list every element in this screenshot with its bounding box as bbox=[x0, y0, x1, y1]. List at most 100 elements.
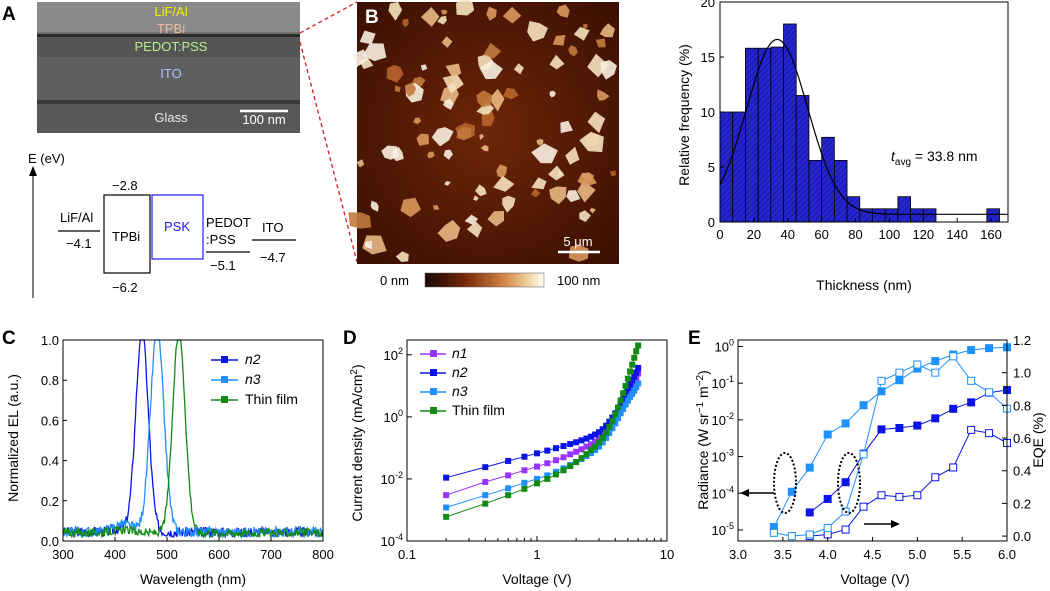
d-point bbox=[552, 445, 559, 452]
hist-xtick-label: 100 bbox=[879, 227, 901, 242]
d-legend-marker bbox=[430, 369, 437, 376]
d-point bbox=[505, 485, 512, 492]
e-point bbox=[841, 525, 850, 534]
d-point bbox=[534, 450, 540, 457]
afm-flake bbox=[420, 7, 440, 27]
d-point bbox=[615, 415, 622, 422]
e-point bbox=[841, 419, 850, 428]
sem-layer-pedot: PEDOT:PSS bbox=[135, 39, 208, 54]
d-point bbox=[609, 414, 616, 421]
hist-bar bbox=[808, 159, 823, 223]
c-series-line bbox=[62, 339, 324, 540]
afm-flake bbox=[388, 1, 403, 21]
d-point bbox=[629, 377, 636, 384]
afm-flake bbox=[531, 188, 541, 198]
d-point bbox=[596, 435, 603, 442]
afm-flake bbox=[479, 60, 503, 80]
hist-ytick-label: 10 bbox=[701, 105, 715, 120]
d-point bbox=[552, 471, 559, 478]
e-ellipse-left bbox=[773, 452, 797, 514]
hist-ytick-label: 15 bbox=[701, 50, 715, 65]
e-ytick-right-label: 1.2 bbox=[1013, 333, 1031, 348]
d-point bbox=[603, 434, 610, 441]
e-xtick-label: 3.0 bbox=[729, 547, 747, 562]
e-xtick-label: 5.5 bbox=[953, 547, 971, 562]
hist-bar bbox=[833, 159, 848, 223]
e-point bbox=[895, 376, 904, 385]
d-point bbox=[534, 480, 540, 487]
afm-flake bbox=[536, 138, 544, 146]
d-point bbox=[627, 368, 634, 375]
level-pedot-value: −5.1 bbox=[210, 258, 236, 273]
afm-flake bbox=[402, 18, 409, 28]
afm-flake bbox=[437, 15, 447, 25]
d-xtick-label: 1 bbox=[533, 547, 540, 562]
afm-flake bbox=[549, 54, 565, 70]
arrow-up-icon bbox=[29, 166, 37, 176]
level-ito-value: −4.7 bbox=[260, 250, 286, 265]
d-point bbox=[534, 463, 540, 470]
afm-flake bbox=[437, 219, 461, 242]
d-point bbox=[544, 447, 551, 454]
e-point bbox=[985, 344, 994, 353]
hist-bar bbox=[872, 208, 886, 223]
hist-bar bbox=[795, 95, 810, 223]
afm-flake bbox=[391, 146, 404, 162]
e-point bbox=[805, 463, 814, 472]
d-point bbox=[544, 460, 551, 467]
e-xtick-label: 4.0 bbox=[819, 547, 837, 562]
e-xtick-label: 6.0 bbox=[998, 547, 1016, 562]
d-point bbox=[578, 446, 585, 453]
panel-label-b: B bbox=[365, 7, 379, 28]
e-xlabel: Voltage (V) bbox=[840, 571, 909, 587]
afm-flake bbox=[560, 120, 573, 134]
d-point bbox=[521, 479, 528, 486]
afm-flake bbox=[587, 111, 606, 134]
d-point bbox=[617, 410, 624, 417]
d-point bbox=[482, 500, 489, 507]
d-point bbox=[617, 400, 624, 407]
afm-flake bbox=[441, 36, 453, 48]
e-point bbox=[967, 398, 976, 407]
hist-xtick-label: 20 bbox=[747, 227, 761, 242]
c-ytick-label: 0.4 bbox=[41, 454, 59, 469]
d-point bbox=[631, 387, 638, 394]
e-point bbox=[895, 423, 904, 432]
c-series-line bbox=[62, 339, 324, 540]
panel-label-a: A bbox=[2, 4, 16, 25]
e-point bbox=[805, 508, 814, 517]
d-point bbox=[583, 435, 590, 442]
d-point bbox=[633, 348, 640, 355]
e-ytick-right-label: 0.2 bbox=[1013, 496, 1031, 511]
e-point bbox=[823, 523, 832, 532]
d-point bbox=[624, 386, 631, 393]
hist-bar bbox=[897, 196, 911, 223]
afm-flake bbox=[496, 164, 508, 178]
e-ytick-left-label: 10-3 bbox=[712, 448, 734, 465]
c-xtick-label: 700 bbox=[260, 547, 282, 562]
afm-flake bbox=[527, 21, 548, 42]
afm-flake bbox=[443, 98, 454, 110]
hist-bar bbox=[770, 46, 784, 223]
d-point bbox=[573, 439, 580, 446]
c-ytick-label: 1.0 bbox=[41, 333, 59, 348]
afm-flake bbox=[443, 149, 453, 160]
e-point bbox=[949, 404, 958, 413]
e-ellipse-right bbox=[837, 452, 861, 514]
afm-flake bbox=[600, 60, 617, 80]
d-point bbox=[633, 369, 640, 376]
panel-label-e: E bbox=[688, 328, 701, 349]
e-series-line bbox=[809, 429, 1008, 537]
hist-bar bbox=[910, 208, 924, 223]
e-point bbox=[931, 368, 940, 377]
d-point bbox=[583, 451, 590, 458]
d-point bbox=[596, 443, 603, 450]
psk-box bbox=[151, 194, 204, 260]
d-point bbox=[627, 394, 634, 401]
afm-flake bbox=[577, 180, 596, 203]
d-point bbox=[560, 443, 567, 450]
d-point bbox=[635, 342, 642, 349]
e-point bbox=[877, 425, 886, 434]
d-point bbox=[631, 373, 638, 380]
